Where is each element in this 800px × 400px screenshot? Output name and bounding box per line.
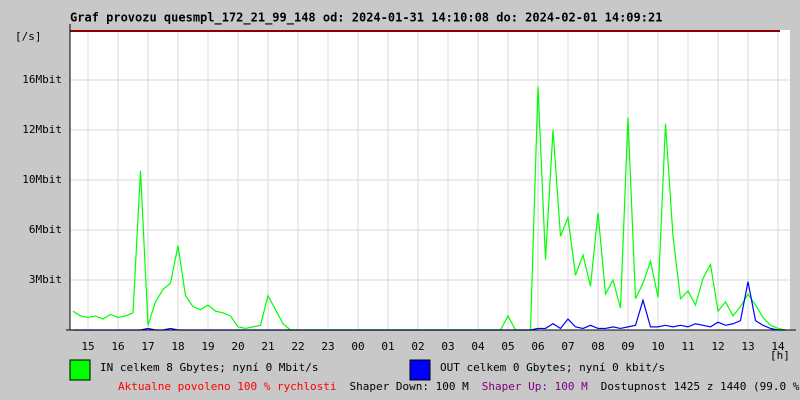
x-tick-label: 09: [621, 340, 634, 353]
x-tick-label: 16: [111, 340, 124, 353]
x-tick-label: 13: [741, 340, 754, 353]
x-tick-label: 05: [501, 340, 514, 353]
x-tick-label: 19: [201, 340, 214, 353]
legend-swatch: [69, 359, 91, 381]
footer-text: Aktualne povoleno 100 % rychlosti: [118, 380, 337, 393]
x-tick-label: 03: [441, 340, 454, 353]
y-tick-label: 12Mbit: [22, 123, 62, 136]
x-tick-label: 21: [261, 340, 274, 353]
x-tick-label: 20: [231, 340, 244, 353]
x-tick-label: 06: [531, 340, 544, 353]
x-tick-label: 11: [681, 340, 694, 353]
footer: Aktualne povoleno 100 % rychlosti Shaper …: [118, 380, 800, 393]
footer-text: Shaper Down: 100 M: [350, 380, 470, 393]
y-tick-label: 16Mbit: [22, 73, 62, 86]
x-unit: [h]: [770, 349, 790, 362]
x-tick-label: 00: [351, 340, 364, 353]
y-unit: [/s]: [15, 30, 42, 43]
legend-label: OUT celkem 0 Gbytes; nyní 0 kbit/s: [440, 361, 665, 374]
grid: [70, 30, 790, 330]
x-tick-label: 22: [291, 340, 304, 353]
x-tick-label: 04: [471, 340, 485, 353]
x-tick-label: 12: [711, 340, 724, 353]
y-tick-label: 6Mbit: [29, 223, 62, 236]
legend: IN celkem 8 Gbytes; nyní 0 Mbit/s OUT cel…: [69, 359, 665, 381]
x-tick-label: 08: [591, 340, 604, 353]
y-tick-label: 10Mbit: [22, 173, 62, 186]
footer-text: Shaper Up: 100 M: [482, 380, 588, 393]
x-tick-label: 07: [561, 340, 574, 353]
x-tick-label: 02: [411, 340, 424, 353]
y-tick-label: 3Mbit: [29, 273, 62, 286]
x-tick-label: 01: [381, 340, 394, 353]
x-tick-label: 18: [171, 340, 184, 353]
x-tick-label: 14: [771, 340, 785, 353]
x-tick-label: 10: [651, 340, 664, 353]
x-tick-label: 15: [81, 340, 94, 353]
x-tick-label: 17: [141, 340, 154, 353]
legend-swatch: [409, 359, 431, 381]
legend-label: IN celkem 8 Gbytes; nyní 0 Mbit/s: [100, 361, 319, 374]
footer-text: Dostupnost 1425 z 1440 (99.0 %): [601, 380, 800, 393]
chart-title: Graf provozu quesmpl_172_21_99_148 od: 2…: [70, 11, 662, 26]
x-tick-label: 23: [321, 340, 334, 353]
